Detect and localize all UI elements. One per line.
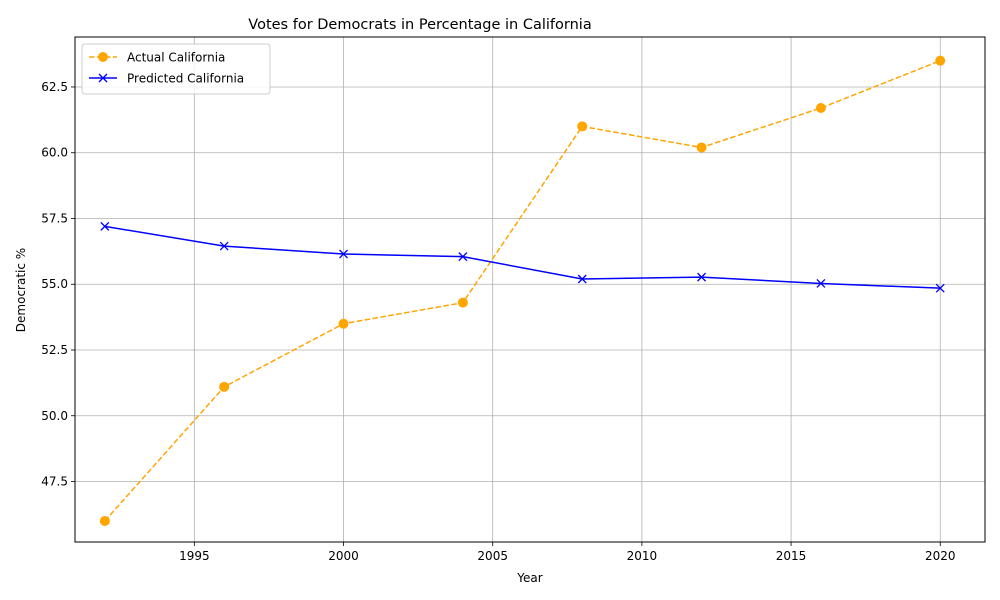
data-point (577, 121, 588, 132)
x-tick-label: 2015 (776, 549, 807, 563)
data-point (696, 142, 707, 153)
data-point (577, 274, 587, 284)
y-tick-label: 55.0 (41, 277, 68, 291)
legend-item: Predicted California (89, 72, 244, 86)
legend-label: Predicted California (127, 72, 244, 86)
data-point (815, 103, 826, 114)
legend-marker (98, 73, 108, 83)
y-tick-label: 47.5 (41, 475, 68, 489)
data-point (338, 318, 349, 329)
legend-box (81, 43, 271, 95)
chart-title: Votes for Democrats in Percentage in Cal… (248, 17, 591, 33)
series-line (104, 225, 941, 289)
y-tick-label: 60.0 (41, 146, 68, 160)
legend-label: Actual California (127, 51, 225, 65)
data-point (816, 278, 826, 288)
x-tick-label: 1995 (179, 549, 210, 563)
x-tick-label: 2010 (627, 549, 658, 563)
data-point (697, 272, 707, 282)
x-tick-label: 2020 (925, 549, 956, 563)
data-point (458, 252, 468, 262)
series-predicted (100, 221, 945, 293)
data-point (935, 55, 946, 66)
y-axis-title: Democratic % (14, 248, 28, 332)
data-point (935, 283, 945, 293)
data-point (219, 241, 229, 251)
y-tick-label: 50.0 (41, 409, 68, 423)
y-tick-label: 62.5 (41, 80, 68, 94)
x-axis-title: Year (516, 571, 542, 585)
data-point (99, 515, 110, 526)
y-tick-label: 57.5 (41, 211, 68, 225)
series-line (104, 59, 941, 522)
y-tick-label: 52.5 (41, 343, 68, 357)
x-tick-label: 2000 (328, 549, 359, 563)
legend-item: Actual California (89, 51, 225, 65)
x-tick-label: 2005 (477, 549, 508, 563)
ticks: 1995 2000 2005 2010 2015 2020 47.5 50.0 52.5 55.0… (41, 80, 955, 563)
data-point (457, 297, 468, 308)
plot-frame (74, 36, 986, 543)
series-actual (99, 55, 946, 526)
data-point (339, 249, 348, 259)
legend-marker (98, 52, 108, 62)
data-point (100, 221, 110, 231)
series-layer (99, 55, 946, 526)
data-point (219, 381, 230, 392)
legend: Actual California Predicted California (81, 43, 271, 95)
